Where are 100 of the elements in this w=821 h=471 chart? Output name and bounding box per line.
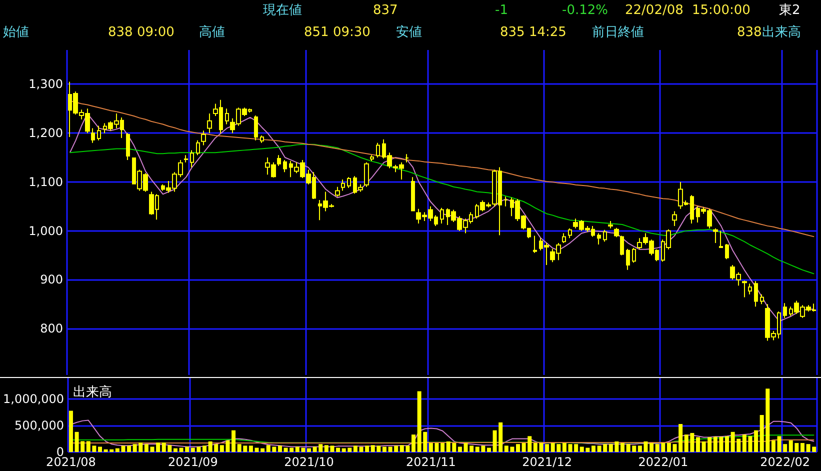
candlestick xyxy=(562,232,566,244)
candlestick xyxy=(190,150,194,168)
candlestick xyxy=(672,210,677,226)
bar xyxy=(336,448,340,452)
x-tick-label: 2021/10 xyxy=(284,455,334,469)
candlestick xyxy=(184,154,188,163)
bar xyxy=(771,440,776,452)
text: 22/02/08 xyxy=(625,3,684,19)
text: 東2 xyxy=(779,3,800,19)
candlestick xyxy=(196,140,200,156)
x-tick-label: 2021/12 xyxy=(522,455,572,469)
candlestick xyxy=(347,176,351,188)
candlestick xyxy=(201,130,206,146)
candlestick xyxy=(533,235,537,254)
candlestick xyxy=(719,230,723,248)
candlestick xyxy=(207,113,212,134)
line-series xyxy=(69,100,815,238)
x-tick-label: 2021/08 xyxy=(46,455,96,469)
bar xyxy=(516,444,520,452)
text: 851 09:30 xyxy=(304,25,370,41)
y-tick-label: 1,100 xyxy=(28,174,63,189)
candlestick xyxy=(260,135,264,144)
bar xyxy=(591,446,596,452)
bar xyxy=(232,430,236,452)
bar xyxy=(440,443,445,452)
bar xyxy=(144,444,148,452)
candlestick xyxy=(608,220,613,229)
text: 前日終値 xyxy=(592,25,644,41)
text: 安値 xyxy=(396,25,422,41)
candlestick xyxy=(411,176,415,212)
candlestick xyxy=(126,132,130,160)
bar xyxy=(127,446,132,452)
bar xyxy=(278,446,282,452)
bar xyxy=(650,443,654,452)
candlestick xyxy=(440,207,444,224)
y-tick-label: 500,000 xyxy=(14,418,64,433)
y-tick-label: 1,000 xyxy=(28,224,63,238)
bar xyxy=(458,446,462,452)
candlestick xyxy=(335,186,340,198)
y-tick-label: 1,200 xyxy=(28,126,63,140)
x-tick-label: 2022/01 xyxy=(638,455,688,469)
candlestick xyxy=(283,159,287,173)
bar xyxy=(620,443,625,452)
bar xyxy=(696,437,700,452)
candlestick xyxy=(376,142,380,158)
bar xyxy=(725,436,730,452)
bar xyxy=(545,444,550,452)
candlestick xyxy=(760,294,764,305)
x-tick-label: 2022/02 xyxy=(760,455,810,469)
candlestick xyxy=(277,154,281,166)
candlestick xyxy=(614,227,619,238)
bar xyxy=(248,446,253,452)
candlestick xyxy=(597,232,601,246)
text: 現在値 xyxy=(263,3,302,19)
candlestick xyxy=(725,244,729,260)
bar xyxy=(412,434,416,452)
candlestick xyxy=(783,302,787,318)
text: 出来高 xyxy=(762,25,801,41)
candlestick xyxy=(632,247,636,264)
text: 高値 xyxy=(199,25,225,41)
bar xyxy=(800,443,804,452)
text: 838 xyxy=(737,25,762,41)
candlestick xyxy=(620,235,624,256)
candlestick xyxy=(754,280,758,308)
bar xyxy=(202,446,207,452)
y-tick-label: 1,300 xyxy=(28,77,63,92)
bar xyxy=(754,430,758,452)
candlestick xyxy=(568,228,572,239)
bar xyxy=(173,448,178,452)
text: 15:00:00 xyxy=(692,3,750,19)
candlestick xyxy=(742,280,747,298)
bar xyxy=(562,443,566,452)
y-tick-label: 1,000,000 xyxy=(2,392,64,406)
candlestick xyxy=(405,154,409,163)
candlestick xyxy=(370,154,374,162)
line-series xyxy=(69,144,815,274)
candlestick xyxy=(254,114,258,141)
candlestick xyxy=(626,248,630,270)
candlestick xyxy=(713,228,718,244)
x-tick-label: 2021/09 xyxy=(168,455,218,469)
bar xyxy=(68,410,73,452)
text: 835 14:25 xyxy=(500,25,566,41)
y-tick-label: 800 xyxy=(40,322,63,336)
x-tick-label: 2021/11 xyxy=(406,455,456,469)
bar xyxy=(486,448,491,452)
text: -0.12% xyxy=(562,3,608,19)
candlestick xyxy=(91,128,95,144)
bar xyxy=(353,446,358,452)
candlestick xyxy=(225,108,229,125)
text: 始値 xyxy=(3,25,29,41)
bar xyxy=(98,446,102,452)
text: 出来高 xyxy=(73,384,112,400)
y-tick-label: 900 xyxy=(40,272,63,287)
text: 837 xyxy=(373,3,398,19)
text: -1 xyxy=(495,3,508,19)
candlestick xyxy=(603,229,607,242)
bar xyxy=(307,448,312,452)
line-series xyxy=(70,420,815,448)
candlestick xyxy=(364,162,369,188)
candlestick xyxy=(504,196,508,207)
